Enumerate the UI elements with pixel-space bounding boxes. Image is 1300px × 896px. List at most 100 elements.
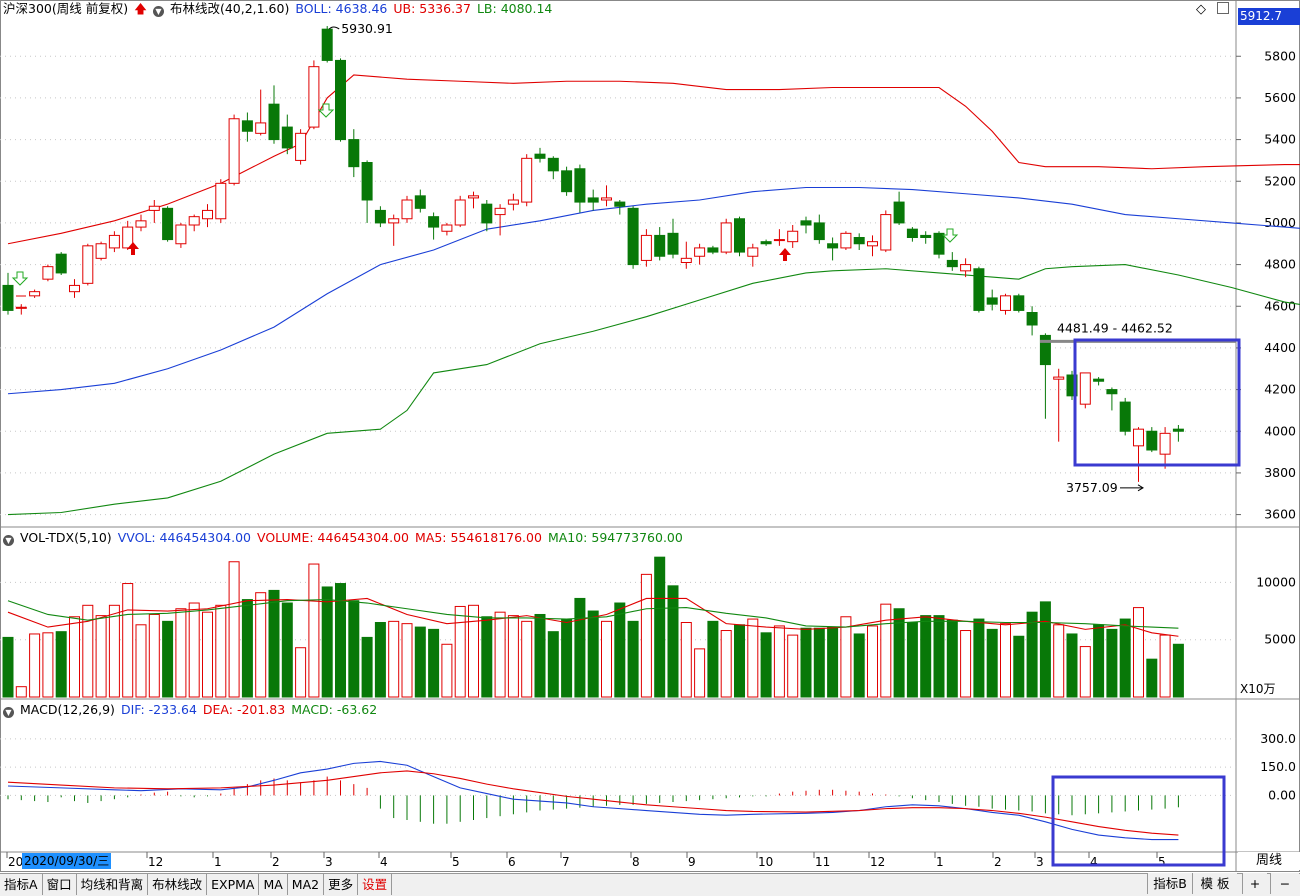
volume-bar — [1066, 633, 1078, 698]
tab-indicator-a[interactable]: 指标A — [0, 874, 43, 895]
candle-body — [348, 139, 360, 168]
tab-ma-divergence[interactable]: 均线和背离 — [77, 874, 149, 895]
volume-bar — [694, 648, 706, 698]
candle-body — [308, 66, 320, 128]
volume-bar — [933, 615, 945, 698]
macd-value: MACD: -63.62 — [291, 702, 378, 717]
candle-body — [122, 226, 134, 249]
boll-upper-line — [7, 74, 1300, 245]
candle-body — [640, 234, 652, 261]
volume-ma10-line — [7, 599, 1179, 629]
volume-bar — [55, 631, 67, 698]
ub-value: UB: 5336.37 — [393, 1, 471, 16]
volume-bar — [840, 616, 852, 698]
period-label[interactable]: 周线 — [1238, 852, 1300, 870]
price-tick-label: 5800 — [1264, 48, 1296, 63]
volume-bar — [667, 585, 679, 698]
candle-body — [162, 207, 174, 241]
xaxis-tick-label: 20 — [8, 855, 23, 869]
volume-bar — [414, 626, 426, 698]
candle-body — [361, 162, 373, 201]
volume-bar — [1000, 623, 1011, 698]
volume-bar — [747, 618, 759, 698]
tab-expma[interactable]: EXPMA — [207, 874, 260, 895]
tab-bollinger[interactable]: 布林线改 — [148, 874, 208, 895]
volume-bar — [906, 622, 918, 698]
candle-body — [601, 197, 612, 201]
price-tick-label: 3800 — [1264, 465, 1296, 480]
candle-body — [707, 247, 719, 253]
candle-body — [667, 232, 679, 255]
macd-tick-label: 300.0 — [1260, 731, 1296, 746]
volume-bar — [1172, 643, 1184, 698]
tab-more[interactable]: 更多 — [324, 874, 359, 895]
candle-body — [734, 218, 745, 253]
candle-body — [1172, 428, 1184, 432]
boll-value: BOLL: 4638.46 — [295, 1, 388, 16]
volume-tick-label: 10000 — [1256, 574, 1296, 589]
window-icon[interactable] — [1217, 2, 1229, 14]
volume-bar — [1093, 624, 1105, 698]
candle-body — [760, 241, 772, 245]
price-tick-label: 4600 — [1264, 298, 1296, 313]
vvol-value: VVOL: 446454304.00 — [117, 530, 252, 545]
volume-bar — [82, 604, 94, 698]
tab-window[interactable]: 窗口 — [43, 874, 77, 895]
xaxis-tick-label: 8 — [632, 855, 640, 869]
range-annotation: 4481.49 - 4462.52 — [1057, 320, 1173, 335]
xaxis-tick-label: 12 — [870, 855, 885, 869]
volume-bar — [601, 620, 612, 698]
volume-bar — [388, 620, 400, 698]
volume-bar — [960, 630, 972, 698]
candle-body — [241, 120, 253, 132]
sell-signal-arrow-icon — [11, 271, 29, 286]
candle-body — [827, 243, 839, 249]
tab-indicator-b[interactable]: 指标B — [1147, 873, 1192, 894]
dea-value: DEA: -201.83 — [202, 702, 286, 717]
candle-body — [1079, 372, 1091, 405]
candle-body — [1039, 334, 1051, 366]
candle-body — [55, 253, 67, 274]
highlight-box-price — [1073, 338, 1241, 467]
candle-body — [255, 122, 267, 134]
volume-bar — [521, 620, 533, 698]
xaxis-tick-label: 1 — [214, 855, 222, 869]
zoom-in-button[interactable]: + — [1242, 873, 1267, 894]
vol-settings-circle-icon[interactable]: ▼ — [3, 535, 14, 546]
candle-body — [867, 241, 878, 247]
volume-bar — [95, 615, 107, 698]
macd-settings-circle-icon[interactable]: ▼ — [3, 707, 14, 718]
tab-ma[interactable]: MA — [259, 874, 288, 895]
price-tick-label: 3600 — [1264, 507, 1296, 522]
volume-bar — [893, 608, 905, 698]
volume-bar — [946, 619, 958, 698]
volume-bar — [401, 623, 413, 698]
candle-body — [960, 264, 972, 272]
zoom-out-button[interactable]: − — [1270, 873, 1299, 894]
volume-bar — [880, 603, 892, 698]
volume-bar — [654, 556, 666, 698]
volume-bar — [268, 589, 280, 698]
candle-body — [800, 220, 812, 226]
volume-bar — [108, 604, 120, 698]
sell-signal-arrow-icon — [941, 228, 959, 243]
volume-unit-label: X10万 — [1240, 682, 1276, 696]
candle-body — [428, 216, 440, 228]
settings-circle-icon[interactable]: ▼ — [152, 6, 164, 17]
diamond-icon[interactable]: ◇ — [1196, 2, 1206, 17]
tab-ma2[interactable]: MA2 — [288, 874, 325, 895]
candle-body — [694, 247, 706, 257]
volume-ma5-line — [7, 597, 1179, 637]
candle-body — [933, 232, 945, 255]
volume-bar — [1013, 635, 1025, 698]
xaxis-tick-label: 6 — [508, 855, 516, 869]
candle-body — [295, 132, 307, 161]
candle-body — [986, 297, 998, 305]
tab-settings[interactable]: 设置 — [358, 874, 393, 895]
candle-body — [1093, 378, 1105, 382]
candle-body — [720, 222, 732, 253]
tab-template[interactable]: 模 板 — [1192, 873, 1237, 894]
candle-body — [627, 207, 639, 266]
candle-body — [787, 230, 799, 243]
